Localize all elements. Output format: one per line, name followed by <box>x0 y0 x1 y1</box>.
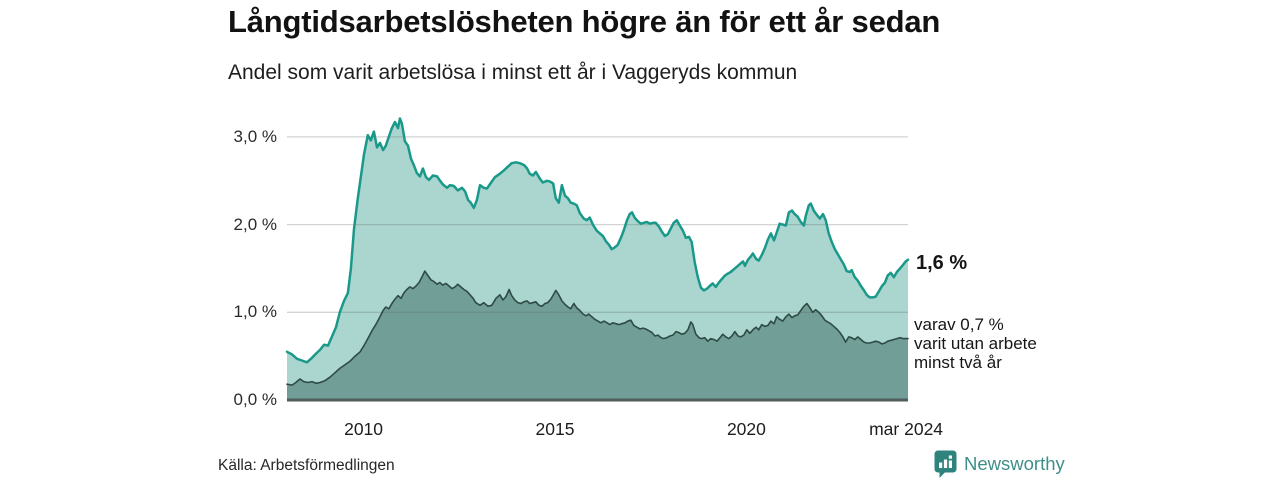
x-axis-tick-label: 2020 <box>726 419 766 439</box>
series-fill-1 <box>287 271 908 400</box>
breakdown-line: minst två år <box>914 353 1002 372</box>
x-axis-tick-label: 2015 <box>535 419 575 439</box>
y-axis-tick-label: 1,0 % <box>233 302 277 322</box>
source-note: Källa: Arbetsförmedlingen <box>218 457 395 474</box>
y-axis-tick-label: 3,0 % <box>233 126 277 146</box>
series-line-1 <box>286 270 909 386</box>
x-axis-tick-label: 2010 <box>344 419 384 439</box>
x-axis-tick-label: mar 2024 <box>869 419 944 439</box>
breakdown-line: varit utan arbete <box>914 334 1037 353</box>
y-axis-tick-label: 2,0 % <box>233 214 277 234</box>
latest-value-annotation: 1,6 % <box>916 252 968 274</box>
chart-title: Långtidsarbetslösheten högre än för ett … <box>228 4 941 39</box>
newsworthy-logo: Newsworthy <box>934 449 1065 479</box>
bar-chart-badge-icon <box>934 450 957 478</box>
y-axis-tick-label: 0,0 % <box>233 390 277 409</box>
chart-subtitle: Andel som varit arbetslösa i minst ett å… <box>228 61 798 84</box>
breakdown-annotation: varav 0,7 % varit utan arbete minst två … <box>914 315 1037 372</box>
series-line-0 <box>285 117 910 364</box>
breakdown-line: varav 0,7 % <box>914 315 1004 334</box>
brand-name: Newsworthy <box>964 453 1065 474</box>
